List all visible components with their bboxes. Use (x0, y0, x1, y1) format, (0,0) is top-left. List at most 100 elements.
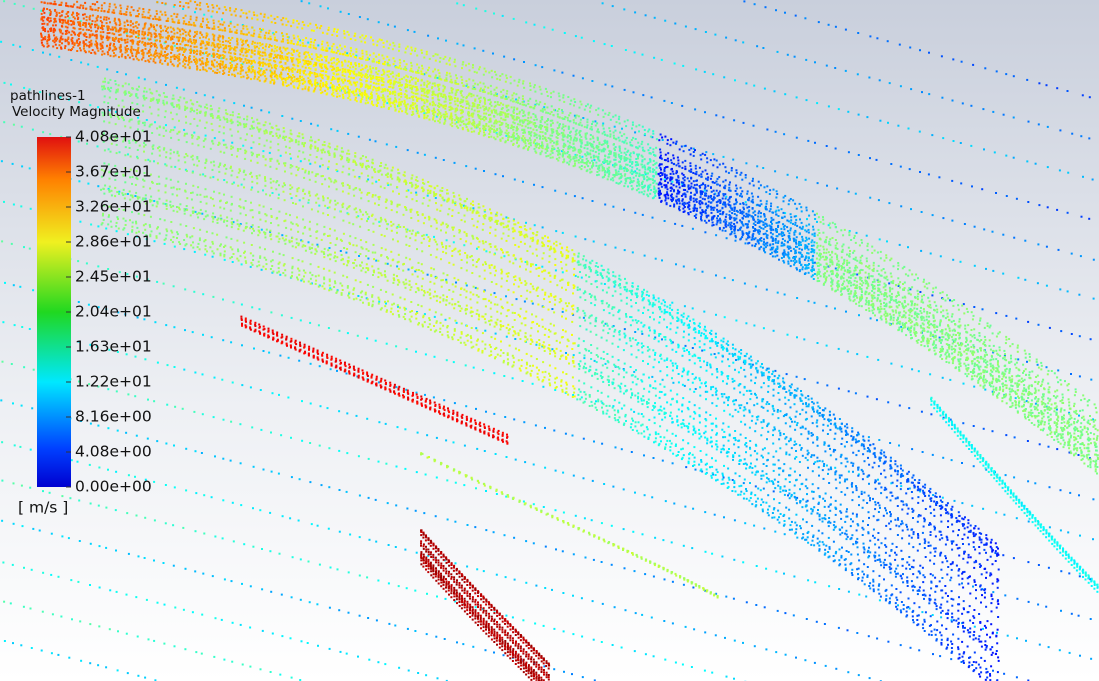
particle (607, 114, 610, 116)
particle (482, 369, 485, 372)
particle (281, 23, 284, 26)
particle (366, 70, 369, 73)
particle (1012, 156, 1015, 159)
particle (297, 80, 300, 83)
particle (795, 136, 798, 139)
particle (947, 354, 950, 357)
particle (635, 125, 638, 128)
particle (898, 525, 901, 528)
particle (262, 350, 265, 352)
particle (807, 139, 810, 142)
particle (236, 38, 239, 41)
particle (367, 496, 370, 499)
particle (411, 49, 414, 52)
particle (126, 233, 129, 236)
particle (723, 316, 726, 319)
particle (214, 617, 217, 620)
particle (427, 34, 430, 37)
particle (1059, 400, 1062, 403)
particle (1082, 454, 1085, 457)
particle (1071, 132, 1074, 135)
particle (600, 522, 603, 525)
particle (677, 176, 680, 179)
particle (475, 71, 478, 74)
particle (200, 652, 203, 655)
particle (505, 335, 508, 338)
particle (745, 162, 748, 165)
particle (637, 155, 639, 158)
particle (757, 215, 760, 218)
particle (438, 83, 441, 86)
particle (763, 241, 765, 244)
particle (795, 255, 797, 258)
particle (886, 312, 889, 315)
particle (643, 494, 646, 497)
particle (777, 242, 780, 244)
particle (154, 121, 156, 124)
particle (201, 413, 204, 416)
particle (744, 201, 747, 204)
particle (307, 51, 310, 54)
particle (837, 280, 840, 282)
particle (372, 75, 375, 78)
particle (620, 157, 623, 160)
particle (268, 46, 270, 48)
particle (232, 221, 235, 224)
particle (483, 126, 486, 129)
particle (89, 623, 92, 626)
particle (216, 55, 219, 58)
particle (195, 91, 198, 94)
particle (858, 593, 861, 596)
particle (179, 30, 181, 33)
particle (829, 226, 832, 229)
particle (663, 99, 666, 102)
particle (950, 320, 953, 323)
particle (517, 116, 520, 119)
particle (189, 30, 192, 33)
particle (634, 211, 637, 214)
particle (1, 441, 4, 444)
particle (20, 484, 23, 487)
particle (781, 235, 784, 237)
particle (310, 29, 313, 32)
particle (509, 82, 512, 85)
particle (671, 341, 674, 344)
particle (1068, 411, 1071, 414)
particle (60, 135, 63, 138)
particle (50, 532, 53, 535)
particle (495, 132, 498, 135)
particle (678, 183, 681, 186)
particle (137, 555, 140, 558)
particle (1096, 437, 1099, 440)
particle (1055, 405, 1058, 408)
particle (558, 116, 561, 119)
particle (12, 203, 15, 206)
particle (789, 221, 792, 224)
particle (395, 465, 398, 468)
particle (625, 142, 628, 145)
particle (887, 401, 890, 404)
particle (868, 267, 871, 270)
particle (49, 30, 52, 32)
particle (816, 220, 818, 223)
particle (992, 591, 995, 594)
particle (85, 39, 88, 41)
particle (539, 109, 542, 112)
particle (822, 222, 825, 225)
particle (681, 104, 684, 107)
particle (454, 94, 457, 96)
particle (848, 234, 851, 237)
particle (722, 155, 725, 158)
particle (860, 294, 863, 296)
particle (938, 176, 941, 179)
particle (748, 214, 751, 217)
particle (387, 184, 390, 186)
particle (279, 354, 282, 357)
particle (857, 433, 860, 436)
particle (518, 110, 521, 113)
particle (528, 133, 531, 136)
particle (345, 251, 348, 254)
particle (794, 14, 797, 17)
particle (360, 75, 363, 78)
particle (866, 355, 869, 358)
